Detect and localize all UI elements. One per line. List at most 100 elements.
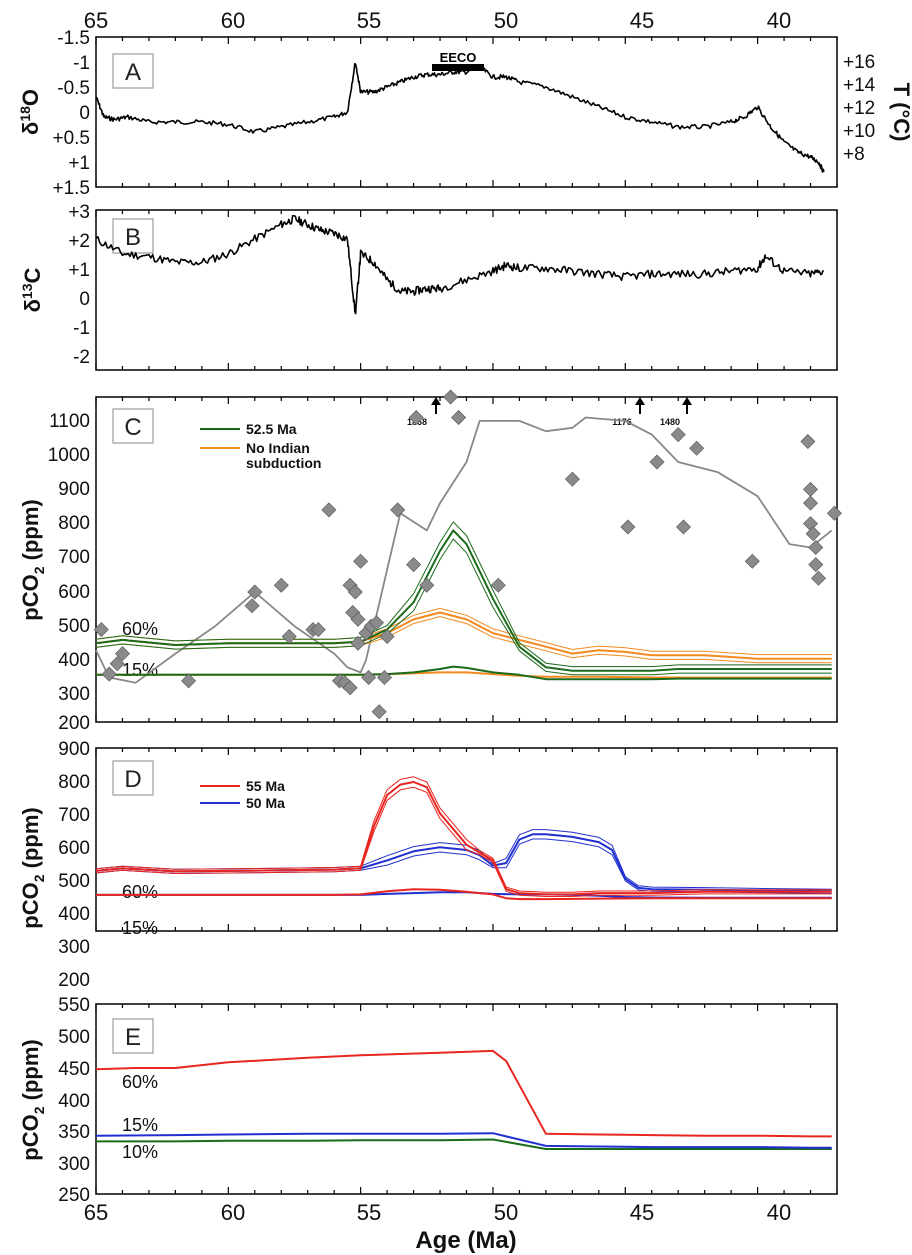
panel-b-frame (95, 209, 838, 371)
b-ytick-4: 0 (79, 289, 90, 310)
bottom-tick-50: 50 (494, 1200, 518, 1225)
svg-text:pCO2 (ppm): pCO2 (ppm) (18, 1039, 47, 1160)
c-data-point (808, 540, 824, 555)
top-tick-55: 55 (357, 8, 381, 33)
b-ylabel: δ13C (19, 267, 45, 312)
c-legend-green-label: 52.5 Ma (246, 421, 297, 437)
c-data-point (689, 440, 705, 456)
c-data-point (443, 389, 459, 405)
c-data-point (369, 615, 384, 631)
bottom-tick-60: 60 (221, 1200, 245, 1225)
c-ytick-300: 300 (58, 684, 90, 705)
c-ylabel-sub: 2 (31, 566, 47, 574)
d-pct-15: 15% (122, 918, 158, 938)
d-ytick-400: 400 (58, 904, 90, 925)
d-legend-red-label: 55 Ma (246, 778, 285, 794)
panel-b-label-box (112, 218, 154, 254)
c-ytick-600: 600 (58, 582, 90, 603)
e-series-group (95, 1049, 832, 1150)
svg-text:pCO2 (ppm): pCO2 (ppm) (18, 499, 47, 620)
c-gray-line (95, 416, 833, 684)
a-ytick-5: +0.5 (52, 128, 90, 149)
d-red-hi-upper (95, 776, 832, 893)
e-ytick-300: 300 (58, 1154, 90, 1175)
c-data-point (181, 673, 197, 689)
panel-d-label: D (124, 766, 141, 793)
panel-e: E 550 500 450 400 350 300 250 pCO2 (ppm)… (18, 995, 838, 1206)
c-data-point (826, 505, 842, 521)
c-ytick-400: 400 (58, 650, 90, 671)
c-green-hi (95, 529, 832, 672)
e-ytick-550: 550 (58, 995, 90, 1016)
bottom-tick-55: 55 (357, 1200, 381, 1225)
b-d13c-curve (95, 215, 824, 315)
c-data-point (451, 410, 467, 425)
c-data-point (419, 577, 435, 593)
c-ytick-800: 800 (58, 513, 90, 534)
x-axis-label: Age (Ma) (415, 1227, 516, 1254)
c-data-point (350, 635, 366, 651)
c-data-point (803, 481, 818, 497)
b-ylabel-rest: C (20, 267, 45, 283)
axis-ticks (95, 37, 838, 1194)
c-data-point (379, 629, 395, 644)
c-ytick-500: 500 (58, 616, 90, 637)
d-red-lo (96, 888, 832, 901)
top-tick-65: 65 (84, 8, 108, 33)
c-ytick-1000: 1000 (48, 445, 90, 466)
b-ytick-1: +3 (68, 202, 90, 223)
c-green-lo (96, 665, 832, 681)
b-ytick-2: +2 (68, 231, 90, 252)
c-data-point (377, 670, 392, 685)
panel-b-label: B (125, 224, 141, 251)
e-red-line (95, 1049, 832, 1138)
d-series-group (95, 776, 832, 901)
e-ytick-500: 500 (58, 1027, 90, 1048)
a-right-label: T (°C) (889, 83, 912, 142)
a-ytick-2: -1 (73, 53, 90, 74)
c-data-point (353, 553, 369, 569)
a-rtick-1: +16 (843, 52, 875, 73)
c-data-point (347, 584, 363, 600)
c-data-point (101, 666, 117, 682)
c-arrow-1480-label: 1480 (660, 417, 680, 427)
c-data-point (109, 656, 125, 672)
c-data-point (676, 519, 691, 535)
bottom-tick-40: 40 (767, 1200, 791, 1225)
c-pct-60: 60% (122, 619, 158, 639)
a-rtick-5: +8 (843, 144, 865, 165)
c-data-point (803, 495, 818, 511)
d-ytick-900: 900 (58, 739, 90, 760)
a-ylabel-rest: O (18, 89, 43, 106)
panel-d-label-box (112, 760, 154, 796)
c-data-point (744, 553, 760, 569)
c-data-point (93, 622, 109, 638)
c-data-point (406, 557, 422, 573)
b-ylabel-sup: 13 (19, 283, 35, 299)
c-data-point (800, 434, 816, 449)
panel-e-label: E (125, 1024, 141, 1051)
c-arrow-1176-label: 1176 (612, 417, 632, 427)
b-ytick-3: +1 (68, 260, 90, 281)
top-axis-labels: 65 60 55 50 45 40 (84, 8, 791, 33)
d-ytick-300: 300 (58, 937, 90, 958)
d-red-hi-lower (95, 786, 832, 897)
c-data-point (649, 454, 665, 470)
eeco-bar (432, 64, 484, 71)
bottom-tick-45: 45 (630, 1200, 654, 1225)
c-data-point (670, 427, 686, 443)
e-ylabel-main: pCO (18, 1114, 43, 1160)
c-data-point (564, 471, 580, 487)
e-pct-10: 10% (122, 1142, 158, 1162)
a-ytick-6: +1 (68, 153, 90, 174)
panel-c: C 1100 1000 900 800 700 600 500 400 300 … (18, 389, 842, 734)
d-ylabel: pCO2 (ppm) (18, 807, 47, 928)
c-data-point (244, 598, 260, 614)
d-legend-blue-label: 50 Ma (246, 795, 285, 811)
e-ytick-350: 350 (58, 1122, 90, 1143)
e-pct-15: 15% (122, 1115, 158, 1135)
c-legend-orange-label-2: subduction (246, 455, 321, 471)
bottom-axis-labels: 65 60 55 50 45 40 (84, 1200, 791, 1225)
eeco-label: EECO (440, 50, 477, 65)
c-data-point (408, 410, 424, 425)
